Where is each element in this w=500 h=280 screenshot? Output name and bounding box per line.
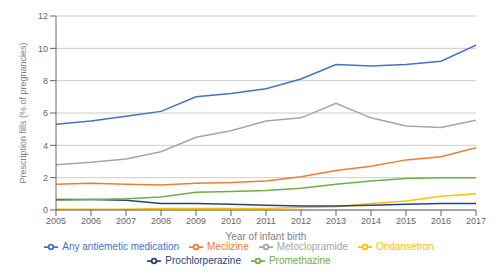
- svg-text:4: 4: [43, 141, 48, 151]
- svg-text:2010: 2010: [221, 216, 241, 226]
- svg-text:8: 8: [43, 76, 48, 86]
- svg-text:Prescription fills (% of pregn: Prescription fills (% of pregnancies): [18, 42, 28, 183]
- svg-text:Year of infant birth: Year of infant birth: [226, 231, 307, 242]
- svg-text:2013: 2013: [326, 216, 346, 226]
- html-text:Any antiemetic medication: Any antiemetic medication: [62, 240, 179, 252]
- svg-text:2006: 2006: [81, 216, 101, 226]
- svg-text:2012: 2012: [291, 216, 311, 226]
- html-text:Ondansetron: Ondansetron: [375, 240, 434, 252]
- html-text:Metoclopramide: Metoclopramide: [276, 240, 348, 252]
- svg-text:6: 6: [43, 108, 48, 118]
- svg-text:2014: 2014: [361, 216, 381, 226]
- svg-text:12: 12: [38, 11, 48, 21]
- html-text:Promethazine: Promethazine: [269, 254, 331, 266]
- svg-text:2017: 2017: [466, 216, 486, 226]
- svg-text:2016: 2016: [431, 216, 451, 226]
- svg-text:2015: 2015: [396, 216, 416, 226]
- svg-text:2007: 2007: [116, 216, 136, 226]
- svg-text:2008: 2008: [151, 216, 171, 226]
- svg-text:10: 10: [38, 44, 48, 54]
- svg-text:2011: 2011: [256, 216, 275, 226]
- svg-text:2: 2: [43, 173, 48, 183]
- svg-text:2009: 2009: [186, 216, 206, 226]
- html-text:Prochlorperazine: Prochlorperazine: [165, 254, 241, 266]
- svg-text:0: 0: [43, 205, 48, 215]
- html-text:Meclizine: Meclizine: [207, 240, 249, 252]
- svg-text:2005: 2005: [46, 216, 66, 226]
